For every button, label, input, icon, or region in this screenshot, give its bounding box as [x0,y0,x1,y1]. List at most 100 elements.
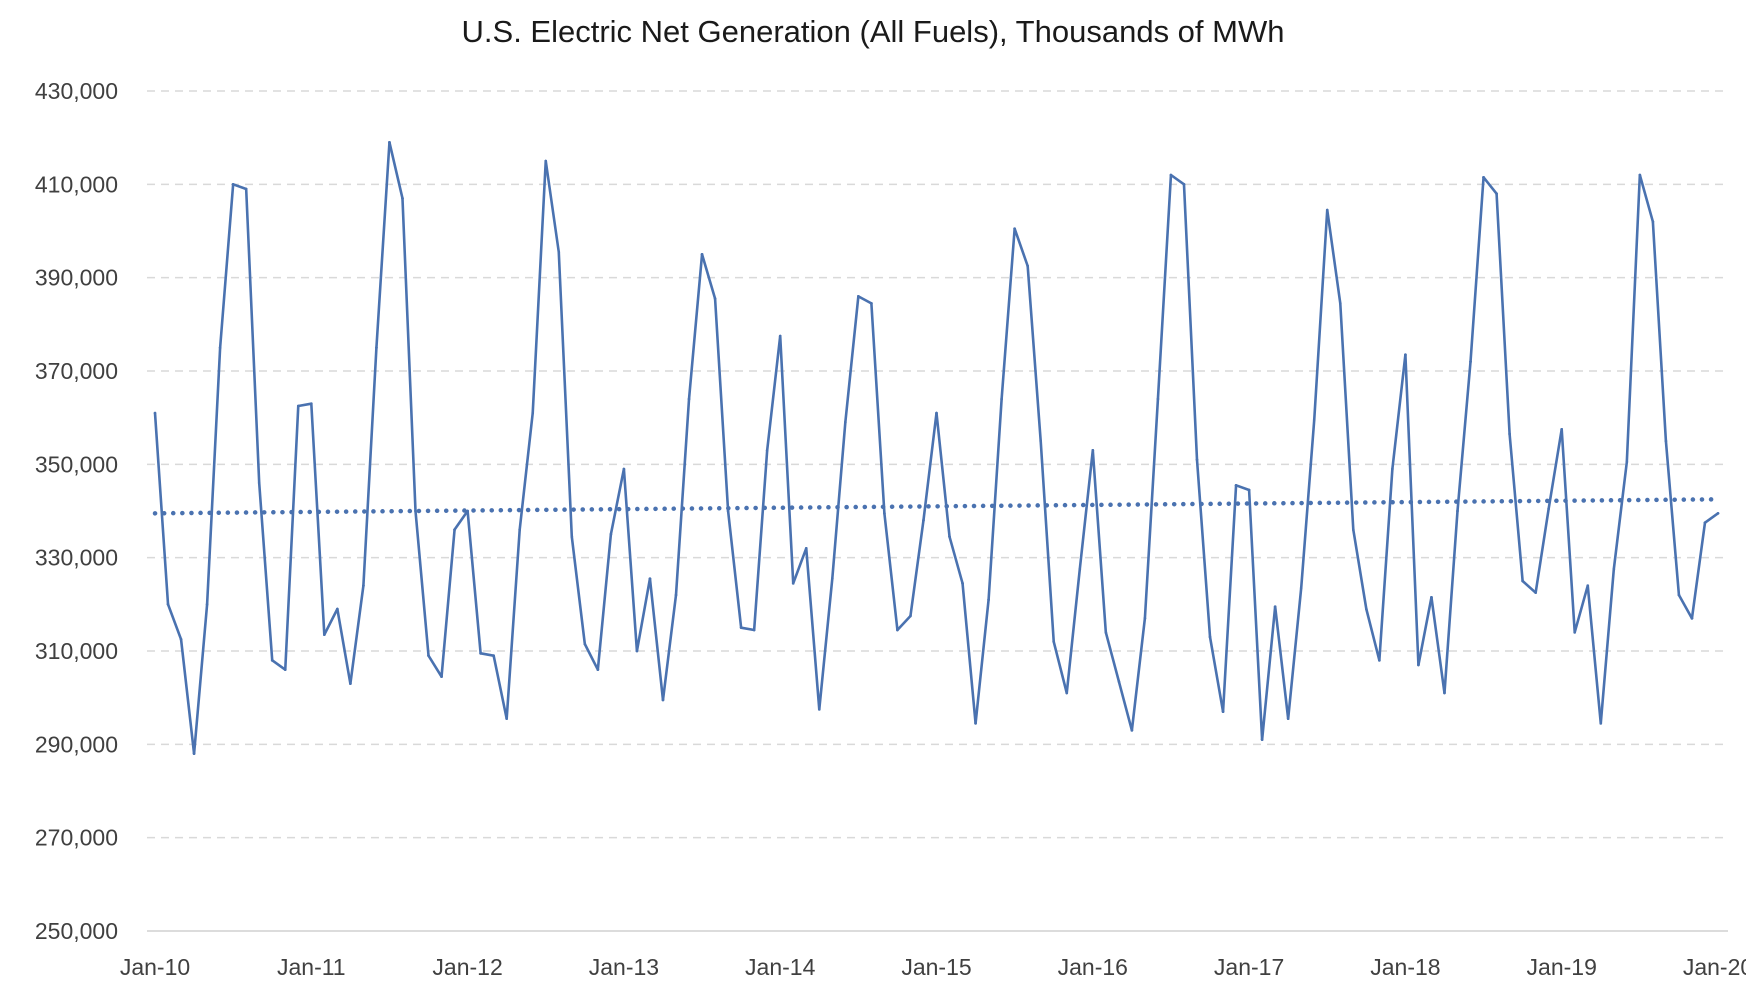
series-segment [1638,173,1655,223]
data-point [961,582,964,585]
y-tick-label: 430,000 [35,78,118,104]
data-point [622,467,626,471]
data-point [557,250,561,254]
data-point [1677,593,1681,597]
data-point [1625,460,1629,464]
series-segment [1130,617,1147,732]
series-segment [375,141,391,349]
series-segment [713,297,730,513]
series-segment [974,598,990,725]
series-segment [1078,449,1095,571]
data-point [1417,663,1420,667]
x-tick-label: Jan-20 [1683,954,1746,980]
x-tick-label: Jan-12 [432,954,502,980]
data-point [609,533,613,536]
data-point [1703,521,1707,524]
data-point [440,675,443,678]
series-segment [739,626,756,632]
series-segment [1299,418,1316,590]
series-segment [518,411,535,531]
data-point [231,183,235,186]
series-segment [1143,397,1160,620]
data-point [1599,722,1603,725]
data-point [1247,488,1251,492]
data-point [857,295,860,298]
data-point [1195,458,1199,461]
data-point [349,682,352,685]
data-point [1130,729,1134,732]
data-point [1495,192,1498,195]
data-point [1521,579,1524,583]
series-segment [557,250,574,538]
series-segment [401,197,417,513]
data-point [583,642,587,646]
series-segment [1052,640,1069,695]
series-segment [257,481,274,662]
data-point [896,628,899,632]
series-segment [661,593,678,702]
data-point [700,253,704,256]
series-segment [1521,579,1537,594]
data-point [635,649,639,653]
series-segment [1378,467,1394,662]
series-segment [505,528,522,720]
x-tick-label: Jan-18 [1370,954,1440,980]
series-lines [153,141,1720,755]
data-point [778,334,782,338]
data-point [1208,635,1212,639]
y-tick-label: 290,000 [35,731,118,757]
data-point [726,509,730,513]
data-point [401,197,404,200]
series-segment [1599,568,1616,725]
series-segment [1417,596,1433,667]
series-segment [778,334,795,585]
series-segment [1573,584,1590,634]
series-segment [453,509,469,531]
data-point [1039,439,1042,443]
series-segment [244,187,261,485]
data-point [804,547,808,550]
series-segment [935,411,951,538]
data-point [935,411,938,415]
data-point [518,528,521,531]
data-point [752,628,756,632]
x-tick-label: Jan-14 [745,954,816,980]
series-segment [961,582,977,725]
data-point [388,141,391,144]
data-point [310,402,313,405]
data-point [375,346,378,349]
data-point [1169,173,1173,177]
series-segment [205,346,222,606]
data-point [713,297,717,300]
data-point [192,752,196,755]
series-segment [1000,227,1016,401]
data-point [244,187,248,191]
data-point [831,577,834,580]
data-point [870,302,873,305]
series-segment [1690,521,1707,620]
series-segment [336,607,352,685]
y-tick-label: 370,000 [35,358,118,384]
series-segment [466,509,482,655]
series-segment [1208,635,1225,713]
trend-dots [152,497,1721,516]
series-segment [1182,183,1199,461]
series-segment [844,295,860,424]
series-segment [1273,605,1290,720]
series-segment [765,334,782,452]
series-segment [817,577,834,711]
data-point [1508,432,1511,436]
x-tick-label: Jan-17 [1214,954,1284,980]
series-segment [1247,488,1264,741]
series-segment [231,183,248,191]
data-point [1325,208,1329,212]
data-point [257,481,261,485]
series-segment [544,159,561,254]
series-segment [1625,173,1642,464]
data-point [505,717,508,720]
series-segment [857,295,873,305]
series-segment [870,302,886,515]
data-point [1365,607,1368,611]
data-point [270,659,274,662]
series-segment [427,654,443,678]
